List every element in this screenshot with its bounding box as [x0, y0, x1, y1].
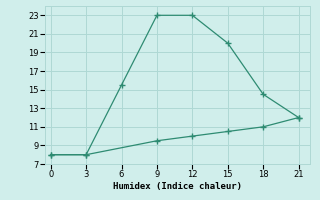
- X-axis label: Humidex (Indice chaleur): Humidex (Indice chaleur): [113, 182, 242, 191]
